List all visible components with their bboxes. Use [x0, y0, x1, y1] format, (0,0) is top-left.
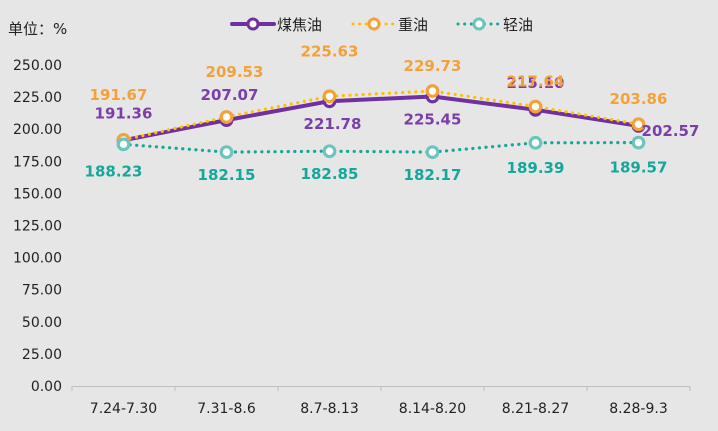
series-2-point — [219, 110, 234, 124]
y-tick-label: 0.00 — [31, 379, 62, 395]
data-label: 225.63 — [301, 42, 359, 60]
x-tick-label: 7.31-8.6 — [197, 401, 256, 417]
y-tick-label: 125.00 — [13, 219, 62, 235]
data-label: 182.85 — [301, 165, 359, 183]
data-label: 182.15 — [198, 166, 256, 184]
series-line-2 — [121, 89, 641, 142]
legend-label: 轻油 — [503, 16, 533, 34]
data-label: 215.10 — [507, 74, 565, 92]
series-3-point — [322, 144, 337, 159]
data-label: 225.45 — [404, 111, 462, 129]
series-3-point — [631, 135, 646, 150]
data-label: 182.17 — [404, 166, 462, 184]
legend-swatch-marker — [246, 17, 260, 31]
data-label: 217.64 — [507, 73, 565, 91]
x-tick-label: 8.28-9.3 — [609, 401, 668, 417]
x-tick-label: 8.14-8.20 — [399, 401, 466, 417]
series-3-point — [116, 137, 131, 152]
y-tick-label: 225.00 — [13, 90, 62, 106]
data-label: 202.57 — [642, 122, 700, 140]
data-label: 203.86 — [610, 90, 668, 108]
series-2-point — [631, 117, 646, 132]
data-label: 221.78 — [304, 115, 362, 133]
data-label: 229.73 — [404, 57, 462, 75]
unit-label: 单位：% — [8, 20, 68, 38]
series-2-point — [425, 84, 440, 98]
legend-swatch-marker — [367, 17, 381, 31]
series-line-1 — [121, 94, 641, 143]
x-tick-label: 8.7-8.13 — [300, 401, 359, 417]
x-tick-label: 7.24-7.30 — [90, 401, 157, 417]
data-label: 191.67 — [90, 86, 148, 104]
y-tick-label: 150.00 — [13, 186, 62, 202]
series-3-point — [219, 145, 234, 160]
series-line-3 — [121, 141, 641, 154]
y-tick-label: 50.00 — [22, 315, 62, 331]
data-label: 191.36 — [95, 104, 153, 122]
data-label: 189.57 — [610, 159, 668, 177]
y-tick-label: 25.00 — [22, 347, 62, 363]
series-2-point — [322, 89, 337, 104]
series-3-point — [425, 145, 440, 159]
y-tick-label: 175.00 — [13, 154, 62, 170]
y-tick-label: 200.00 — [13, 122, 62, 138]
y-tick-label: 100.00 — [13, 251, 62, 267]
series-3-point — [528, 135, 543, 150]
data-label: 207.07 — [201, 86, 259, 104]
legend-label: 煤焦油 — [277, 16, 322, 34]
data-label: 209.53 — [206, 63, 264, 81]
legend-label: 重油 — [398, 16, 428, 34]
legend-swatch-marker — [472, 17, 486, 31]
y-tick-label: 250.00 — [13, 58, 62, 74]
series-2-point — [528, 99, 543, 114]
x-tick-label: 8.21-8.27 — [502, 401, 569, 417]
y-tick-label: 75.00 — [22, 283, 62, 299]
data-label: 189.39 — [507, 159, 565, 177]
data-label: 188.23 — [85, 162, 143, 180]
